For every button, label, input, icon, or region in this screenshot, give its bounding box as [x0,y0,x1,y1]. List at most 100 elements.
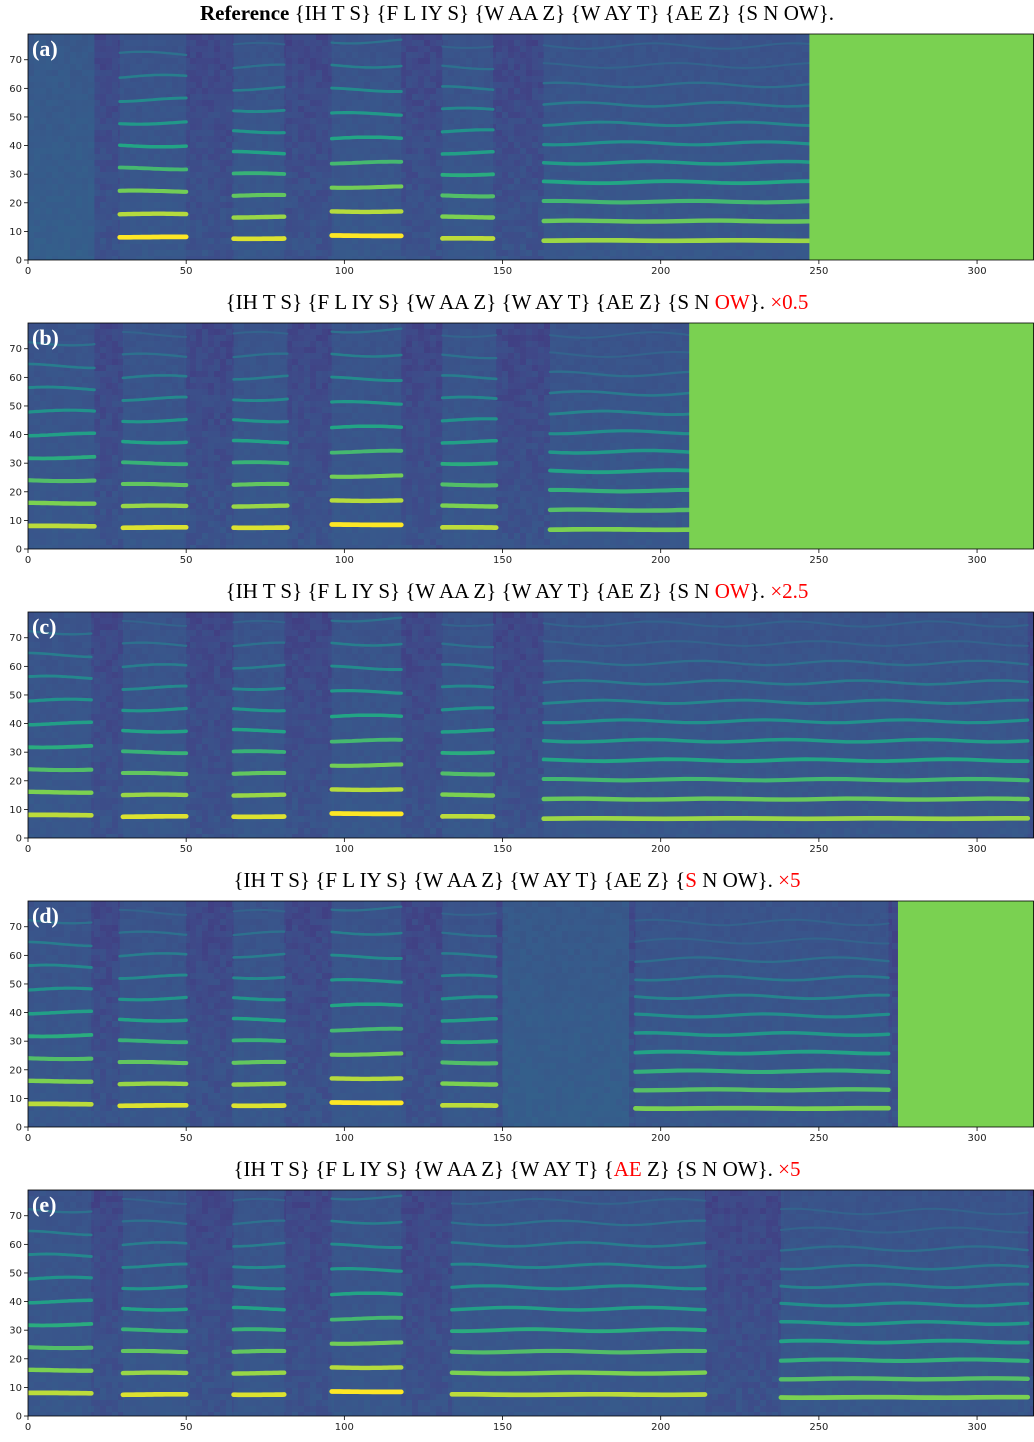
y-tick-label: 60 [9,951,22,962]
harmonic-band [123,795,186,796]
x-tick-label: 100 [335,1133,354,1144]
harmonic-band [442,773,493,774]
y-tick-label: 10 [9,227,22,238]
y-tick-label: 20 [9,776,22,787]
x-tick-label: 50 [180,1422,193,1433]
harmonic-band [442,484,496,485]
y-tick-label: 40 [9,141,22,152]
harmonic-band [123,751,186,753]
harmonic-band [234,506,288,507]
harmonic-band [120,191,187,192]
spectrogram-image [28,1190,1034,1418]
harmonic-band [28,1058,91,1059]
harmonic-band [28,410,94,412]
panel-title: {IH T S} {F L IY S} {W AA Z} {W AY T} {A… [0,1156,1034,1182]
y-tick-label: 20 [9,198,22,209]
harmonic-band [120,168,187,170]
harmonic-band [120,1062,187,1063]
harmonic-band [332,1078,402,1079]
title-highlight: ×0.5 [770,290,808,314]
harmonic-band [234,1266,285,1267]
padding-region [809,34,1034,260]
harmonic-band [332,426,402,427]
harmonic-band [120,1084,187,1085]
spectrogram-panel: {IH T S} {F L IY S} {W AA Z} {W AY T} {A… [0,289,1034,575]
harmonic-band [28,1035,91,1037]
harmonic-band [544,799,1028,800]
harmonic-band [442,686,493,687]
harmonic-band [28,1277,91,1279]
y-tick-label: 20 [9,1354,22,1365]
harmonic-band [28,699,91,701]
harmonic-band [332,789,402,790]
harmonic-band [442,108,493,109]
harmonic-band [234,217,285,218]
harmonic-band [28,480,94,481]
harmonic-band [544,181,810,183]
x-tick-label: 150 [493,844,512,855]
x-tick-label: 0 [25,266,31,277]
x-tick-label: 200 [651,555,670,566]
harmonic-band [442,1041,496,1042]
y-tick-label: 10 [9,516,22,527]
y-tick-label: 0 [16,1123,22,1134]
x-tick-label: 300 [968,266,987,277]
y-tick-label: 70 [9,633,22,644]
y-tick-label: 30 [9,748,22,759]
x-tick-label: 200 [651,1422,670,1433]
x-tick-label: 300 [968,844,987,855]
title-text: {IH T S} {F L IY S} {W AA Z} {W AY T} { [233,1157,613,1181]
harmonic-band [544,221,810,222]
x-tick-label: 300 [968,1422,987,1433]
panel-title: {IH T S} {F L IY S} {W AA Z} {W AY T} {A… [0,289,1034,315]
harmonic-band [332,211,402,212]
harmonic-band [635,1089,888,1090]
harmonic-band [544,759,1028,761]
harmonic-band [442,217,493,218]
harmonic-band [332,1293,402,1294]
y-tick-label: 30 [9,170,22,181]
title-highlight: S [685,868,697,892]
y-tick-label: 60 [9,373,22,384]
y-tick-label: 60 [9,84,22,95]
title-highlight: ×5 [778,1157,800,1181]
title-highlight: ×5 [778,868,800,892]
x-tick-label: 50 [180,1133,193,1144]
spectrogram-panel: {IH T S} {F L IY S} {W AA Z} {W AY T} {A… [0,867,1034,1153]
y-tick-label: 10 [9,1094,22,1105]
title-highlight: ×2.5 [770,579,808,603]
harmonic-band [332,1318,402,1320]
harmonic-band [332,137,402,138]
harmonic-band [123,462,186,464]
spectrogram-panel: Reference {IH T S} {F L IY S} {W AA Z} {… [0,0,1034,286]
panel-label: (e) [32,1192,56,1217]
title-text: {IH T S} {F L IY S} {W AA Z} {W AY T} {A… [226,579,715,603]
title-text: }. [750,290,771,314]
harmonic-band [120,1040,187,1042]
title-text: {IH T S} {F L IY S} {W AA Z} {W AY T} {A… [226,290,715,314]
harmonic-band [28,1081,91,1082]
y-tick-label: 10 [9,1383,22,1394]
harmonic-band [635,1052,888,1054]
harmonic-band [120,1105,187,1106]
harmonic-band [28,457,94,459]
y-tick-label: 20 [9,1065,22,1076]
harmonic-band [442,397,496,399]
y-tick-label: 70 [9,344,22,355]
harmonic-band [635,1071,888,1073]
harmonic-band [781,1378,1028,1379]
y-tick-label: 20 [9,487,22,498]
harmonic-band [123,731,186,733]
x-tick-label: 0 [25,1133,31,1144]
padding-region [898,901,1034,1127]
y-tick-label: 50 [9,1268,22,1279]
harmonic-band [442,1062,496,1063]
panel-label: (c) [32,614,56,639]
harmonic-band [332,1342,402,1343]
x-tick-label: 0 [25,555,31,566]
harmonic-band [781,1360,1028,1362]
harmonic-band [234,110,285,111]
x-tick-label: 150 [493,1422,512,1433]
harmonic-band [550,490,689,492]
